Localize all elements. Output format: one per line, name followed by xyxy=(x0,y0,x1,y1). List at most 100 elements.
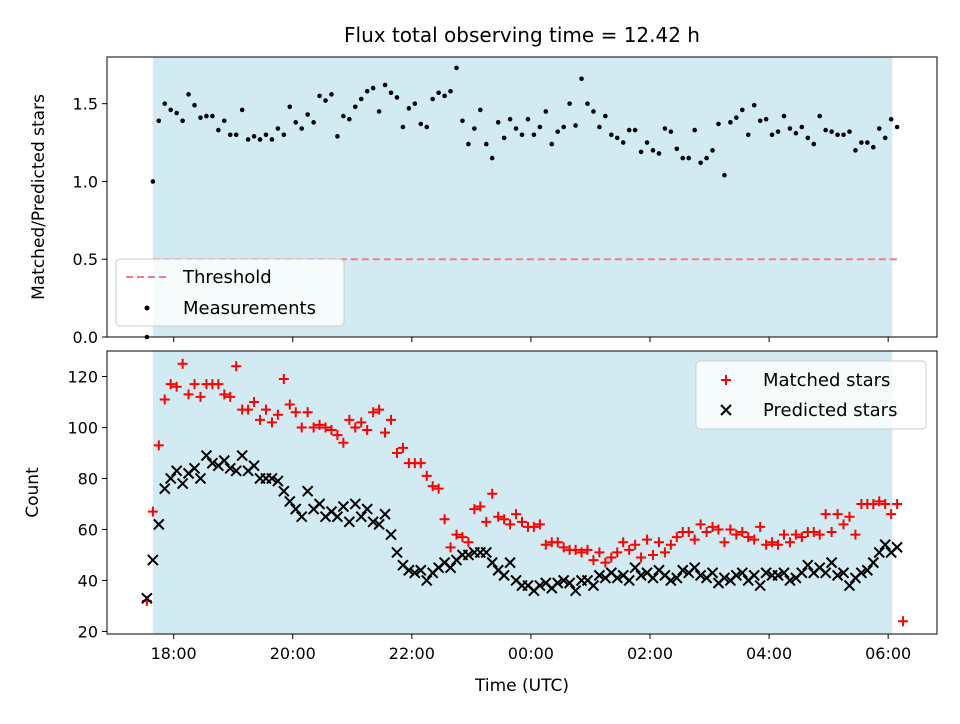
measurement-point xyxy=(400,124,406,130)
matched-star-point xyxy=(671,532,682,543)
matched-star-point xyxy=(231,361,242,372)
bottom-legend-box xyxy=(695,360,927,430)
matched-star-point xyxy=(719,537,730,548)
measurement-point xyxy=(227,132,233,138)
measurement-point xyxy=(686,155,692,161)
predicted-star-point xyxy=(611,572,623,584)
predicted-star-point xyxy=(295,511,308,523)
matched-star-point xyxy=(600,557,611,568)
predicted-star-point xyxy=(730,569,743,582)
predicted-star-point xyxy=(415,564,427,576)
matched-star-point xyxy=(397,442,408,453)
predicted-star-point xyxy=(861,564,874,576)
matched-star-point xyxy=(612,547,623,558)
measurements-legend-label: Measurements xyxy=(183,298,316,319)
measurement-point xyxy=(817,113,823,119)
measurement-point xyxy=(406,106,412,111)
matched-star-point xyxy=(552,537,563,548)
predicted-star-point xyxy=(736,567,749,579)
matched-star-point xyxy=(332,430,343,441)
measurement-point xyxy=(870,144,876,150)
predicted-star-point xyxy=(819,567,832,579)
measurement-point xyxy=(668,129,674,134)
matched-star-point xyxy=(778,529,789,540)
measurement-point xyxy=(859,140,864,145)
measurement-point xyxy=(620,140,626,145)
measurement-point xyxy=(513,126,519,131)
measurement-point xyxy=(442,93,447,99)
measurement-point xyxy=(162,101,168,106)
measurement-point xyxy=(376,109,382,114)
predicted-star-point xyxy=(754,579,766,592)
top-y-axis-label: Matched/Predicted stars xyxy=(29,94,49,300)
predicted-star-point xyxy=(153,518,165,531)
predicted-star-point xyxy=(391,546,403,559)
measurement-point xyxy=(412,101,418,106)
matched-star-point xyxy=(826,527,837,538)
measurement-point xyxy=(680,155,686,161)
measurement-point xyxy=(370,85,376,91)
predicted-star-point xyxy=(218,454,231,467)
matched-star-point xyxy=(284,399,295,410)
measurements-legend-swatch xyxy=(144,305,150,311)
measurement-point xyxy=(156,118,162,124)
measurement-point xyxy=(829,129,834,134)
predicted-star-point xyxy=(301,485,314,497)
matched-star-point xyxy=(838,519,849,530)
predicted-star-point xyxy=(236,449,248,462)
matched-star-point xyxy=(362,425,373,436)
measurement-point xyxy=(233,132,239,138)
matched-star-point xyxy=(636,552,647,563)
measurement-point xyxy=(644,140,650,145)
measurement-point xyxy=(597,124,602,130)
measurement-point xyxy=(799,124,805,130)
predicted-star-point xyxy=(373,518,385,531)
measurement-point xyxy=(561,124,566,130)
matched-star-point xyxy=(326,425,337,436)
predicted-star-point xyxy=(159,482,171,495)
matched-star-point xyxy=(302,407,313,418)
predicted-star-point xyxy=(855,567,868,579)
matched-star-point xyxy=(469,504,480,515)
measurement-point xyxy=(364,88,370,94)
measurement-point xyxy=(305,112,310,117)
matched-star-point xyxy=(808,527,819,538)
bottom-panel: 20 40 60 80 100 120 18:00 20:00 22:00 00:00 02:00… xyxy=(23,350,938,696)
matched-star-point xyxy=(344,414,355,425)
predicted-star-point xyxy=(837,567,850,579)
top-axes-frame xyxy=(106,56,938,338)
matched-star-point xyxy=(755,521,766,532)
predicted-star-point xyxy=(480,546,492,559)
matched-star-point xyxy=(165,379,176,390)
measurement-point xyxy=(811,141,817,147)
measurement-point xyxy=(347,116,352,122)
matched-star-point xyxy=(868,498,879,509)
predicted-star-point xyxy=(587,579,600,592)
predicted-star-point xyxy=(796,567,808,579)
measurement-point xyxy=(525,116,531,122)
top-x-ticks xyxy=(173,337,889,342)
measurement-point xyxy=(210,113,215,119)
matched-star-point xyxy=(272,409,283,420)
matched-star-point xyxy=(189,379,200,390)
matched-star-point xyxy=(576,547,587,558)
y-tick-label: 20 xyxy=(78,622,98,641)
measurement-point xyxy=(507,116,513,122)
predicted-star-point xyxy=(665,574,677,587)
bottom-y-ticks: 20 40 60 80 100 120 xyxy=(67,367,107,641)
x-tick-label: 02:00 xyxy=(627,644,673,663)
measurement-point xyxy=(531,132,537,138)
matched-star-point xyxy=(820,509,831,520)
measurement-point xyxy=(704,155,709,161)
measurement-point xyxy=(263,132,269,138)
predicted-star-point xyxy=(248,460,260,472)
measurement-point xyxy=(269,137,275,142)
matched-star-point xyxy=(773,539,784,550)
y-tick-label: 40 xyxy=(78,571,98,590)
matched-star-point xyxy=(338,437,349,448)
matched-star-point xyxy=(433,483,444,494)
predicted-star-point xyxy=(230,465,242,477)
predicted-star-point xyxy=(694,569,707,582)
predicted-star-point xyxy=(498,569,510,582)
